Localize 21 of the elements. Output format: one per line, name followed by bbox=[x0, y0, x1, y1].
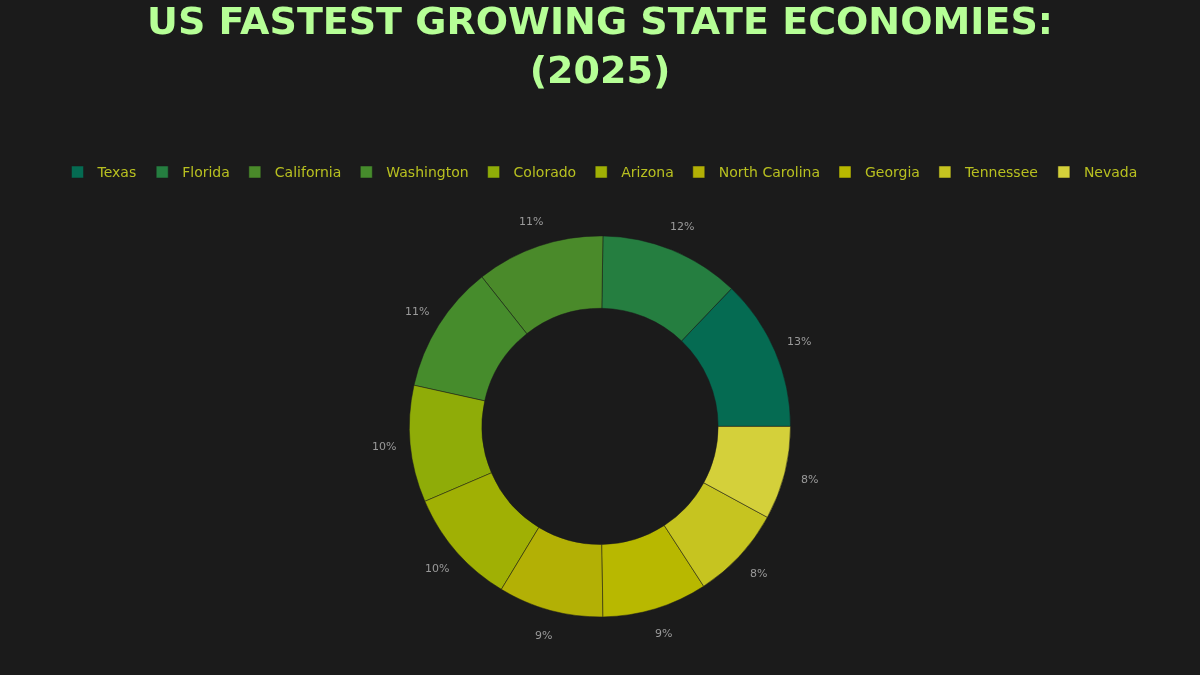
legend-label: Arizona bbox=[621, 164, 674, 181]
legend-label: Texas bbox=[96, 164, 137, 181]
legend-label: Georgia bbox=[865, 164, 920, 181]
data-label: 12% bbox=[670, 220, 695, 233]
legend-label: Nevada bbox=[1083, 164, 1138, 181]
data-label: 10% bbox=[372, 440, 397, 453]
chart-title: US FASTEST GROWING STATE ECONOMIES: (2025) bbox=[147, 0, 1053, 93]
data-label: 11% bbox=[519, 215, 544, 228]
data-label: 9% bbox=[535, 629, 553, 642]
legend-label: Colorado bbox=[513, 164, 577, 181]
legend-label: California bbox=[274, 164, 342, 181]
data-label: 11% bbox=[405, 305, 430, 318]
data-label: 10% bbox=[425, 562, 450, 575]
legend-label: Florida bbox=[182, 164, 230, 181]
data-label: 9% bbox=[655, 627, 673, 640]
data-label: 8% bbox=[750, 567, 768, 580]
legend-label: North Carolina bbox=[718, 164, 820, 181]
data-label: 13% bbox=[787, 335, 812, 348]
legend-label: Tennessee bbox=[963, 164, 1038, 181]
legend-label: Washington bbox=[386, 164, 469, 181]
data-label: 8% bbox=[801, 473, 819, 486]
